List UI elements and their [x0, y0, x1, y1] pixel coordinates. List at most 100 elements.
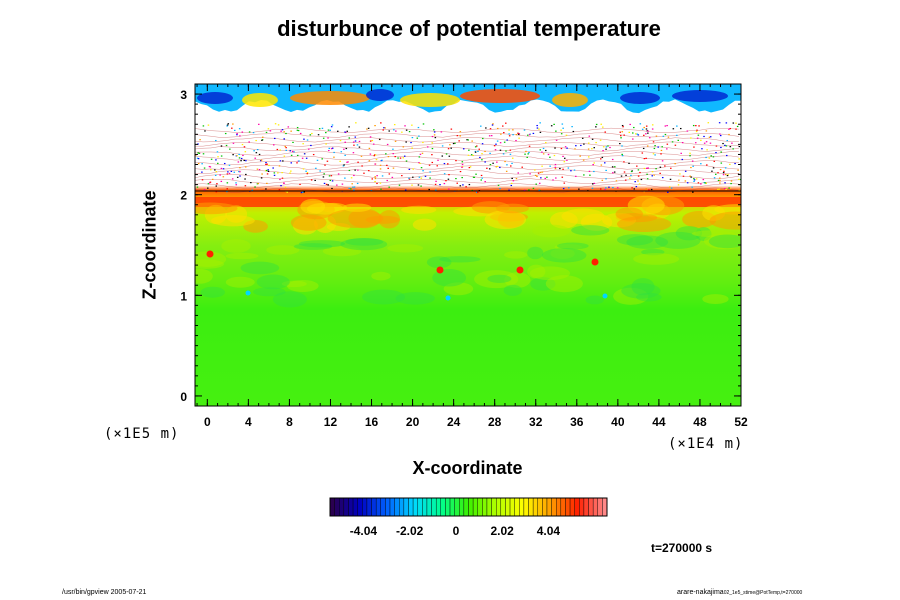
noise-pixel — [433, 134, 436, 136]
noise-pixel — [401, 131, 403, 133]
noise-pixel — [215, 139, 217, 142]
noise-pixel — [623, 161, 625, 163]
noise-pixel — [368, 169, 370, 172]
colorbar-cell — [477, 497, 483, 517]
warm-blob — [306, 202, 345, 215]
noise-pixel — [674, 163, 676, 165]
noise-pixel — [216, 183, 218, 185]
noise-pixel — [637, 175, 640, 177]
noise-pixel — [510, 165, 512, 167]
noise-pixel — [387, 156, 390, 158]
noise-pixel — [711, 170, 713, 172]
noise-pixel — [611, 166, 614, 168]
noise-pixel — [201, 179, 204, 181]
noise-pixel — [609, 146, 611, 149]
colorbar-ticks: -4.04 -2.02 0 2.02 4.04 — [350, 524, 561, 538]
noise-pixel — [419, 162, 421, 165]
green-blob — [225, 276, 255, 288]
noise-pixel — [538, 128, 540, 130]
hot-spot — [206, 250, 214, 258]
noise-pixel — [408, 168, 411, 170]
noise-pixel — [693, 179, 696, 181]
noise-pixel — [621, 145, 623, 147]
noise-pixel — [456, 182, 458, 184]
noise-pixel — [517, 132, 519, 134]
noise-pixel — [260, 177, 263, 179]
noise-pixel — [231, 178, 234, 180]
noise-pixel — [418, 135, 420, 137]
noise-pixel — [397, 157, 399, 159]
noise-pixel — [547, 153, 550, 156]
noise-pixel — [306, 172, 309, 174]
noise-pixel — [559, 167, 561, 170]
noise-pixel — [692, 165, 694, 167]
noise-pixel — [539, 171, 542, 174]
noise-pixel — [369, 136, 372, 138]
noise-pixel — [299, 132, 302, 135]
noise-pixel — [357, 161, 359, 163]
colorbar-cell — [597, 497, 603, 517]
noise-pixel — [657, 146, 659, 148]
noise-pixel — [274, 123, 277, 125]
noise-pixel — [554, 167, 557, 170]
noise-pixel — [719, 182, 721, 184]
noise-pixel — [511, 157, 514, 159]
noise-pixel — [354, 140, 357, 142]
noise-pixel — [448, 174, 450, 176]
noise-pixel — [239, 171, 241, 173]
green-blob — [340, 238, 388, 251]
noise-pixel — [203, 167, 206, 169]
noise-pixel — [693, 146, 695, 148]
noise-pixel — [702, 178, 705, 181]
noise-pixel — [431, 161, 434, 164]
noise-pixel — [553, 123, 555, 125]
noise-pixel — [654, 145, 656, 147]
noise-pixel — [651, 175, 654, 177]
green-blob — [616, 234, 654, 246]
green-blob — [532, 224, 571, 238]
noise-pixel — [257, 182, 260, 185]
noise-pixel — [630, 170, 633, 173]
noise-pixel — [417, 126, 420, 129]
noise-pixel — [428, 164, 431, 166]
noise-pixel — [388, 186, 390, 188]
noise-pixel — [431, 142, 433, 144]
noise-pixel — [222, 176, 225, 178]
noise-pixel — [491, 124, 494, 126]
noise-pixel — [523, 129, 526, 131]
noise-pixel — [339, 160, 341, 162]
colorbar-cell — [583, 497, 589, 517]
noise-pixel — [376, 182, 378, 185]
noise-pixel — [677, 184, 680, 186]
noise-pixel — [474, 146, 477, 148]
noise-pixel — [290, 130, 292, 132]
noise-pixel — [467, 139, 469, 141]
noise-pixel — [199, 139, 201, 141]
noise-pixel — [420, 167, 423, 169]
noise-pixel — [371, 139, 374, 142]
warm-blob — [580, 213, 613, 231]
noise-pixel — [563, 161, 566, 163]
colorbar-cell — [417, 497, 423, 517]
colorbar-cell — [505, 497, 511, 517]
noise-pixel — [241, 143, 244, 146]
green-blob — [708, 234, 741, 249]
green-blob — [195, 259, 225, 269]
noise-pixel — [268, 164, 270, 166]
noise-pixel — [583, 174, 585, 176]
noise-pixel — [624, 179, 627, 181]
noise-pixel — [331, 147, 334, 149]
noise-pixel — [561, 123, 564, 125]
noise-pixel — [534, 169, 536, 171]
noise-pixel — [481, 177, 484, 179]
colorbar-cell — [380, 497, 386, 517]
noise-pixel — [310, 144, 312, 147]
noise-pixel — [285, 132, 287, 135]
noise-pixel — [477, 150, 479, 153]
noise-pixel — [260, 159, 263, 161]
noise-pixel — [323, 182, 326, 185]
noise-pixel — [402, 146, 405, 148]
noise-pixel — [647, 130, 649, 132]
noise-pixel — [652, 153, 655, 155]
